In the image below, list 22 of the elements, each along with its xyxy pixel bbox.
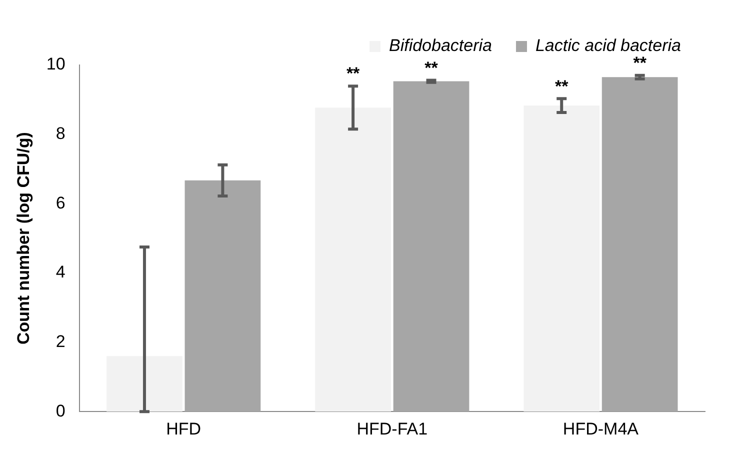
x-tick-label: HFD-FA1 — [356, 419, 428, 438]
annotation: ** — [346, 64, 360, 83]
annotation: ** — [633, 54, 647, 73]
annotation: ** — [424, 58, 438, 78]
y-tick-label: 10 — [46, 54, 66, 74]
y-axis-title: Count number (log CFU/g) — [14, 132, 33, 345]
y-tick-label: 0 — [56, 401, 66, 420]
y-tick-label: 4 — [56, 262, 66, 282]
bar — [106, 356, 182, 412]
legend-label: Lactic acid bacteria — [535, 36, 682, 56]
y-tick-label: 8 — [56, 124, 66, 144]
bar — [315, 108, 391, 412]
legend-label: Bifidobacteria — [388, 36, 492, 56]
annotation: ** — [554, 76, 569, 96]
x-tick-label: HFD — [166, 419, 202, 438]
bar — [184, 180, 261, 412]
y-tick-label: 6 — [56, 193, 66, 212]
x-tick-label: HFD-M4A — [562, 419, 640, 438]
bar — [393, 81, 470, 412]
bar — [524, 106, 600, 412]
y-tick-label: 2 — [56, 332, 66, 351]
bar — [602, 77, 678, 412]
